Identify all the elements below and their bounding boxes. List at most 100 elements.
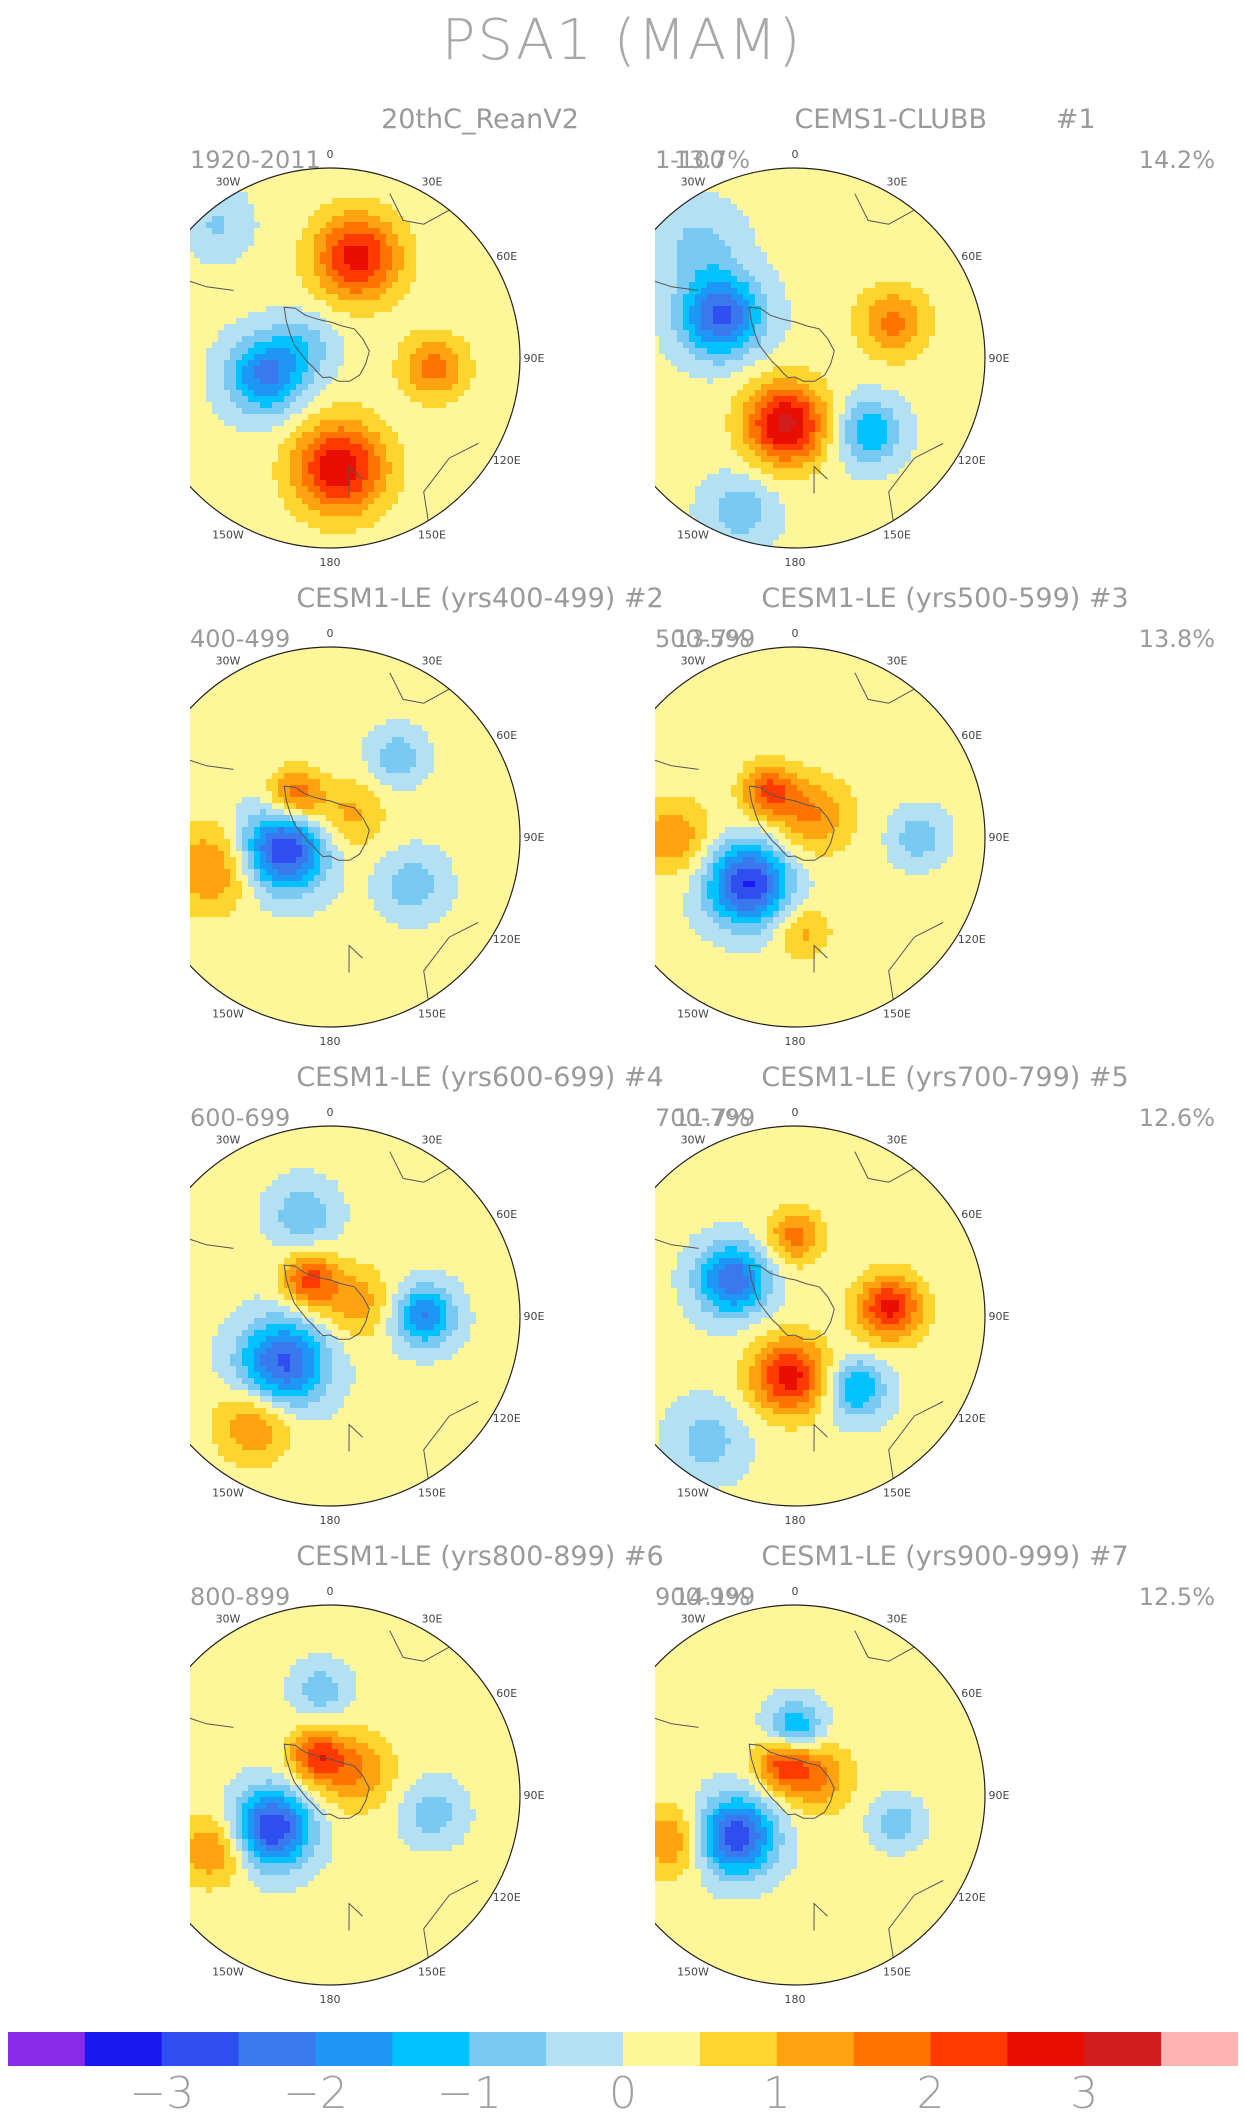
longitude-label: 180 [320,556,341,568]
antarctica-coastline [283,785,370,861]
longitude-label: 120E [493,454,521,467]
longitude-label: 150E [883,1487,911,1500]
panel-period: 400-499 [190,625,290,653]
anomaly-field [655,1126,985,1506]
longitude-label: 180 [320,1514,341,1526]
colorbar-swatch [238,2032,316,2066]
longitude-label: 180 [320,1035,341,1047]
longitude-label: 0 [327,1585,334,1598]
colorbar-swatch [161,2032,239,2066]
longitude-label: 30W [216,1133,241,1146]
map-boundary [655,167,986,549]
colorbar-swatch [1007,2032,1085,2066]
longitude-label: 30E [887,654,908,667]
longitude-label: 30E [422,175,443,188]
panel-title: CESM1-LE (yrs800-899) #6 [200,1541,760,1572]
colorbar-tick-label: −1 [437,2068,502,2112]
antarctica-coastline [283,1264,370,1340]
coastline [389,193,459,225]
longitude-label: 90E [989,831,1010,844]
longitude-label: 180 [320,1993,341,2005]
panel-title: CESM1-LE (yrs400-499) #2 [200,583,760,614]
longitude-label: 0 [792,627,799,640]
longitude-label: 120E [493,1891,521,1904]
coastline [888,1401,944,1489]
longitude-label: 120E [958,1412,986,1425]
antarctica-coastline [748,1264,835,1340]
colorbar-swatch [8,2032,86,2066]
coastline [854,1151,924,1183]
coastline [423,1401,479,1489]
longitude-label: 150E [883,1966,911,1979]
longitude-label: 150E [418,529,446,542]
longitude-label: 120E [493,1412,521,1425]
longitude-label: 30W [681,654,706,667]
longitude-label: 150W [677,529,709,542]
anomaly-field [190,1126,520,1506]
anomaly-field [190,168,520,548]
longitude-label: 60E [496,1687,517,1700]
polar-map: 030E60E90E120E150E180150W120W90W60W30W [655,148,1010,568]
longitude-label: 0 [792,1585,799,1598]
colorbar-swatch [315,2032,393,2066]
colorbar-tick-label: −3 [129,2068,194,2112]
longitude-label: 90E [989,352,1010,365]
map-panel: CESM1-LE (yrs800-899) #6 800-899 14.1% 0… [190,1541,750,2011]
longitude-label: 120E [493,933,521,946]
panel-period: 1-100 [655,146,725,174]
longitude-label: 60E [961,1687,982,1700]
longitude-label: 180 [785,1035,806,1047]
polar-map: 030E60E90E120E150E180150W120W90W60W30W [655,1585,1010,2005]
coastline [655,749,699,770]
coastline [348,465,363,494]
longitude-label: 0 [792,148,799,161]
coastline [348,1423,363,1452]
longitude-label: 150W [677,1008,709,1021]
longitude-label: 30E [422,1612,443,1625]
panel-explained-variance: 13.7% [674,625,750,653]
longitude-label: 0 [327,1106,334,1119]
panel-period: 500-599 [655,625,755,653]
colorbar-tick-label: −2 [283,2068,348,2112]
longitude-label: 60E [961,250,982,263]
anomaly-field [655,168,985,548]
longitude-label: 150W [677,1966,709,1979]
longitude-label: 60E [961,1208,982,1221]
antarctica-coastline [748,785,835,861]
map-panel: CESM1-LE (yrs900-999) #7 900-999 12.5% 0… [655,1541,1215,2011]
longitude-label: 90E [989,1789,1010,1802]
antarctica-coastline [748,1743,835,1819]
coastline [854,672,924,704]
colorbar-swatch [776,2032,854,2066]
longitude-label: 180 [785,1514,806,1526]
coastline [190,1707,234,1728]
coastline [655,270,699,291]
antarctica-coastline [283,1743,370,1819]
coastline [423,443,479,531]
longitude-label: 30E [422,1133,443,1146]
map-panel: CESM1-LE (yrs600-699) #4 600-699 11.7% 0… [190,1062,750,1532]
coastline [655,1707,699,1728]
panel-title: 20thC_ReanV2 [200,104,760,135]
coastline [190,1228,234,1249]
map-panel: 20thC_ReanV2 1920-2011 13.7% 0 30E 60E 90E 1… [190,104,750,574]
polar-map: 030E60E90E120E150E180150W120W90W60W30W [190,1585,545,2005]
colorbar-swatch [930,2032,1008,2066]
panel-explained-variance: 14.1% [674,1583,750,1611]
colorbar-swatch [546,2032,624,2066]
colorbar-tick-label: 1 [763,2068,791,2112]
colorbar-tick-label: 2 [917,2068,945,2112]
longitude-label: 60E [496,729,517,742]
longitude-label: 150W [212,529,244,542]
anomaly-field [190,647,520,1027]
longitude-label: 90E [524,831,545,844]
longitude-label: 150E [418,1487,446,1500]
panel-explained-variance: 12.6% [1139,1104,1215,1132]
coastline [655,1228,699,1249]
polar-map: 030E60E90E120E150E180150W120W90W60W30W [655,627,1010,1047]
map-panel: CEMS1-CLUBB #1 1-100 14.2% 0 30E 60E 90E 120… [655,104,1215,574]
coastline [813,465,828,494]
coastline [190,270,234,291]
anomaly-field [655,647,985,1027]
